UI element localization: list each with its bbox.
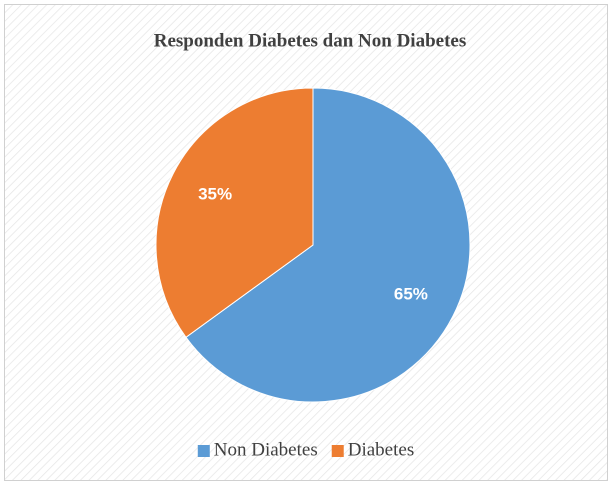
pie-slice xyxy=(185,87,471,403)
data-label: 35% xyxy=(198,185,232,204)
legend-label: Non Diabetes xyxy=(214,439,318,460)
legend-label: Diabetes xyxy=(348,439,414,460)
chart-title: Responden Diabetes dan Non Diabetes xyxy=(154,30,466,51)
legend-swatch xyxy=(197,445,210,457)
legend-swatch xyxy=(331,445,344,457)
pie-slice xyxy=(155,87,314,338)
data-label: 65% xyxy=(394,284,428,303)
